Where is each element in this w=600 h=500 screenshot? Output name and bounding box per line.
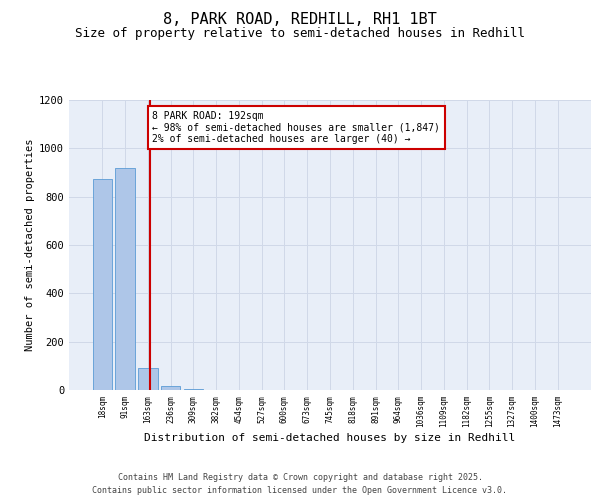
X-axis label: Distribution of semi-detached houses by size in Redhill: Distribution of semi-detached houses by … [145,433,515,443]
Text: Contains HM Land Registry data © Crown copyright and database right 2025.
Contai: Contains HM Land Registry data © Crown c… [92,474,508,495]
Bar [161,386,181,390]
Text: Size of property relative to semi-detached houses in Redhill: Size of property relative to semi-detach… [75,28,525,40]
Text: 8, PARK ROAD, REDHILL, RH1 1BT: 8, PARK ROAD, REDHILL, RH1 1BT [163,12,437,28]
Y-axis label: Number of semi-detached properties: Number of semi-detached properties [25,138,35,352]
Bar [93,178,112,390]
Bar [138,368,158,390]
Bar [184,389,203,390]
Bar [115,168,135,390]
Text: 8 PARK ROAD: 192sqm
← 98% of semi-detached houses are smaller (1,847)
2% of semi: 8 PARK ROAD: 192sqm ← 98% of semi-detach… [152,111,440,144]
